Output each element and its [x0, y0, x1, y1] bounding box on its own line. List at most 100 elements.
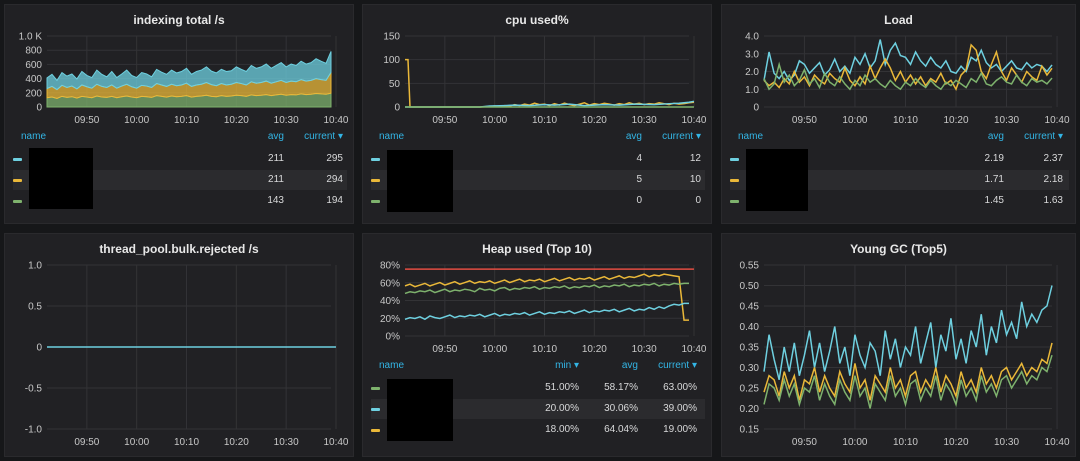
y-tick-label: 0: [36, 103, 42, 114]
legend-header-name: name: [738, 131, 764, 142]
y-tick-label: 0.25: [740, 384, 760, 395]
legend-row: 18.00% 64.04% 19.00%: [371, 420, 705, 440]
chart-load: 0 1.0 2.0 3.0 4.0 09:50 10:00 10:10 10:20 10:30 10…: [745, 32, 1070, 127]
legend-header-current[interactable]: current ▾: [304, 131, 343, 142]
legend-header-avg[interactable]: avg: [621, 360, 638, 371]
x-tick-label: 09:50: [792, 437, 817, 448]
legend-value-avg: 4: [636, 153, 642, 164]
series-color-swatch: [730, 200, 739, 203]
y-tick-label: 60%: [380, 278, 400, 289]
x-tick-label: 10:10: [893, 437, 918, 448]
panel-indexing-total[interactable]: indexing total /s 0 200 400 600 800 1.0 K 09:5…: [4, 4, 354, 224]
chart-young-gc: 0.15 0.20 0.25 0.30 0.35 0.40 0.45 0.50 0.55 09:5…: [740, 261, 1070, 449]
x-tick-label: 10:40: [1045, 437, 1070, 448]
x-tick-label: 10:20: [943, 115, 968, 126]
legend-header-avg[interactable]: avg: [267, 131, 284, 142]
x-tick-label: 10:30: [994, 115, 1019, 126]
legend-value-avg: 5: [636, 174, 642, 185]
x-tick-label: 09:50: [792, 115, 817, 126]
legend-header-min[interactable]: min ▾: [555, 360, 579, 371]
y-tick-label: 20%: [380, 314, 400, 325]
legend-value-current: 39.00%: [663, 403, 697, 414]
legend-header-name: name: [21, 131, 47, 142]
x-tick-label: 10:30: [632, 344, 657, 355]
legend-header-avg[interactable]: avg: [625, 131, 642, 142]
series-color-swatch: [371, 200, 380, 203]
panel-title[interactable]: cpu used%: [505, 13, 569, 27]
y-tick-label: 0.55: [740, 261, 760, 272]
chart-heap-used: 0% 20% 40% 60% 80% 09:50 10:00 10:10 10:20 10:30 1…: [380, 261, 707, 356]
x-tick-label: 10:20: [224, 437, 249, 448]
x-tick-label: 09:50: [74, 437, 99, 448]
y-tick-label: -0.5: [25, 384, 43, 395]
legend-row: 51.00% 58.17% 63.00%: [371, 378, 705, 398]
legend-row: 1.71 2.18: [730, 170, 1069, 190]
panel-title[interactable]: Load: [884, 13, 913, 27]
x-tick-label: 10:10: [532, 115, 557, 126]
x-tick-label: 10:10: [532, 344, 557, 355]
x-tick-label: 10:00: [482, 115, 507, 126]
legend-value-avg: 30.06%: [604, 403, 638, 414]
redacted-names: [387, 150, 453, 212]
redacted-names: [746, 149, 808, 211]
x-tick-label: 09:50: [432, 115, 457, 126]
y-tick-label: 400: [25, 74, 42, 85]
panel-title[interactable]: indexing total /s: [133, 13, 225, 27]
y-tick-label: 200: [25, 88, 42, 99]
legend-value-current: 10: [689, 174, 701, 185]
y-tick-label: 0.35: [740, 343, 760, 354]
x-tick-label: 10:10: [174, 437, 199, 448]
x-tick-label: 10:20: [582, 115, 607, 126]
y-tick-label: 1.0 K: [19, 32, 43, 43]
legend-value-avg: 64.04%: [604, 424, 638, 435]
legend-value-avg: 143: [267, 195, 284, 206]
series-color-swatch: [371, 387, 380, 390]
series-green-line: [763, 61, 1053, 91]
x-tick-label: 10:30: [632, 115, 657, 126]
legend-value-avg: 0: [636, 195, 642, 206]
x-tick-label: 10:00: [124, 115, 149, 126]
y-tick-label: 0.45: [740, 302, 760, 313]
series-green-line: [404, 282, 689, 295]
series-color-swatch: [730, 179, 739, 182]
panel-bulk-rejected[interactable]: thread_pool.bulk.rejected /s -1.0 -0.5 0 0.…: [4, 233, 354, 457]
y-tick-label: 600: [25, 60, 42, 71]
x-tick-label: 10:20: [582, 344, 607, 355]
y-tick-label: 1.0: [745, 85, 759, 96]
legend-header-current[interactable]: current ▾: [662, 131, 701, 142]
x-tick-label: 10:40: [323, 437, 348, 448]
legend-header-name: name: [379, 360, 405, 371]
x-tick-label: 10:10: [174, 115, 199, 126]
legend-value-current: 63.00%: [663, 382, 697, 393]
y-tick-label: -1.0: [25, 425, 43, 436]
series-color-swatch: [13, 200, 22, 203]
legend-header-current[interactable]: current ▾: [658, 360, 697, 371]
y-tick-label: 0.50: [740, 281, 760, 292]
panel-title[interactable]: Heap used (Top 10): [482, 242, 592, 256]
panel-title[interactable]: Young GC (Top5): [850, 242, 947, 256]
legend-value-avg: 211: [268, 174, 284, 185]
y-tick-label: 100: [383, 55, 400, 66]
panel-load[interactable]: Load 0 1.0 2.0 3.0 4.0 09:50 10:00 10:10 10:20 10…: [721, 4, 1076, 224]
x-tick-label: 10:00: [482, 344, 507, 355]
legend-value-min: 18.00%: [545, 424, 579, 435]
y-tick-label: 3.0: [745, 49, 759, 60]
panel-title[interactable]: thread_pool.bulk.rejected /s: [99, 242, 259, 256]
legend-value-current: 295: [326, 153, 343, 164]
y-tick-label: 80%: [380, 261, 400, 272]
y-tick-label: 150: [383, 32, 400, 43]
x-tick-label: 10:20: [224, 115, 249, 126]
legend-row: 143 194: [13, 191, 347, 211]
legend-value-current: 12: [689, 153, 701, 164]
y-tick-label: 0%: [386, 332, 401, 343]
legend-value-avg: 211: [268, 153, 284, 164]
panel-young-gc[interactable]: Young GC (Top5) 0.15 0.20 0.25 0.30 0.35 0.40…: [721, 233, 1076, 457]
series-color-swatch: [371, 408, 380, 411]
y-tick-label: 0.40: [740, 322, 760, 333]
legend-header-current[interactable]: current ▾: [1024, 131, 1063, 142]
chart-cpu-used: 0 50 100 150 09:50 10:00 10:10 10:20 10:30 10:40: [383, 32, 707, 127]
legend-header-avg[interactable]: avg: [987, 131, 1004, 142]
y-tick-label: 0: [394, 103, 400, 114]
panel-cpu-used[interactable]: cpu used% 0 50 100 150 09:50 10:00 10:10 10:20 1…: [362, 4, 712, 224]
panel-heap-used[interactable]: Heap used (Top 10) 0% 20% 40% 60% 80% 09:50 10…: [362, 233, 712, 457]
